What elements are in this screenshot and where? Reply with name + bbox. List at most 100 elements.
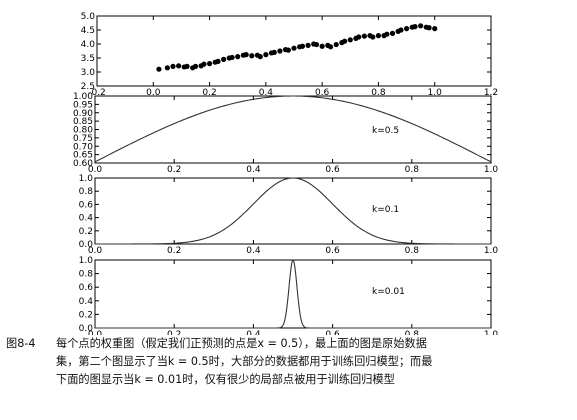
panel-3-ytick-label: 0.2 — [79, 227, 93, 237]
scatter-point — [156, 66, 162, 72]
panel-4-xtick-label: 0.8 — [405, 330, 420, 335]
panel-2-xtick-label: 0.2 — [167, 165, 181, 175]
panel-3-xtick-label: 0.0 — [88, 246, 103, 256]
caption-line-2: 集，第二个图显示了当k = 0.5时，大部分的数据都用于训练回归模型；而最 — [56, 355, 433, 368]
scatter-point — [389, 30, 396, 36]
panel-4-annotation: k=0.01 — [372, 287, 405, 297]
panel-2-annotation: k=0.5 — [372, 126, 399, 136]
scatter-point — [164, 65, 170, 71]
scatter-point — [356, 34, 362, 40]
scatter-point — [384, 31, 390, 37]
scatter-point — [299, 43, 306, 49]
panel-4-ytick-label: 0.2 — [79, 310, 93, 320]
panel-2-ytick-label: 0.95 — [73, 100, 93, 110]
panel-1-ytick-label: 4.0 — [81, 40, 96, 50]
scatter-point — [249, 53, 255, 59]
figure-chart: -0.2 0.0 0.2 0.4 0.6 0.8 1.0 1.2 2.5 3.0 3.5 4.0 4.5… — [73, 12, 499, 335]
scatter-point — [333, 41, 339, 48]
scatter-point — [176, 63, 182, 69]
scatter-point — [305, 42, 311, 49]
scatter-point — [243, 52, 249, 58]
scatter-point — [201, 61, 207, 67]
panel-3-weight-curve — [95, 177, 491, 245]
scatter-point — [221, 56, 227, 63]
panel-1-ytick-label: 3.0 — [81, 68, 96, 78]
panel-4-frame — [94, 259, 492, 329]
scatter-point — [418, 23, 424, 29]
panel-3-ytick-label: 1.0 — [79, 174, 94, 184]
scatter-point — [361, 33, 367, 39]
scatter-point — [285, 47, 291, 53]
panel-3-xtick-label: 0.2 — [167, 246, 181, 256]
scatter-point — [342, 38, 348, 44]
panel-2-xtick-label: 1.0 — [484, 165, 499, 175]
panel-1-xtick-label: 0.0 — [146, 88, 161, 98]
panel-1-ytick-label: 4.5 — [81, 26, 95, 36]
panel-2-frame — [94, 95, 492, 164]
panel-4-xtick-label: 0.4 — [246, 330, 261, 335]
panel-2-xtick-label: 0.6 — [325, 165, 340, 175]
scatter-point — [426, 25, 432, 31]
panel-2-xtick-label: 0.8 — [405, 165, 420, 175]
panel-4-weight-curve — [95, 259, 491, 329]
panel-1-ytick-label: 5.0 — [81, 12, 96, 22]
scatter-point — [319, 43, 325, 49]
panel-2-ytick-label: 0.65 — [73, 151, 93, 161]
panel-1-xtick-label: 0.2 — [202, 88, 216, 98]
scatter-point — [412, 24, 418, 30]
panel-3-ytick-label: 0.8 — [79, 187, 94, 197]
scatter-point — [184, 63, 190, 69]
scatter-point — [347, 37, 353, 43]
panel-1-xtick-label: -0.2 — [88, 88, 106, 98]
panel-2-ytick-label: 1.00 — [73, 92, 93, 102]
panel-3-ytick-label: 0.0 — [79, 240, 94, 250]
panel-4-ytick-label: 0.8 — [79, 270, 94, 280]
panel-2-ytick-label: 0.70 — [73, 142, 93, 152]
panel-4-ytick-label: 0.6 — [79, 283, 94, 293]
panel-4-xtick-label: 0.2 — [167, 330, 181, 335]
scatter-point — [192, 63, 199, 69]
panel-1-ytick-label: 2.5 — [81, 82, 95, 92]
panel-3-frame — [94, 177, 492, 245]
panel-4-ytick-label: 0.0 — [79, 324, 94, 334]
panel-2-weight-curve — [94, 95, 492, 163]
panel-3-xtick-label: 0.8 — [405, 246, 420, 256]
panel-1-xtick-label: 1.2 — [484, 88, 498, 98]
caption-line-3: 下面的图显示当k = 0.01时，仅有很少的局部点被用于训练回归模型 — [56, 373, 395, 386]
scatter-point — [398, 27, 404, 33]
panel-3-xtick-label: 0.6 — [325, 246, 340, 256]
panel-3-xtick-label: 1.0 — [484, 246, 499, 256]
scatter-point — [235, 54, 241, 60]
panel-2-ytick-label: 0.60 — [73, 159, 93, 169]
scatter-point — [170, 63, 176, 69]
scatter-point — [229, 54, 235, 61]
panel-1-xtick-label: 0.6 — [315, 88, 330, 98]
panel-4-xtick-label: 0.6 — [325, 330, 340, 335]
panel-1-xtick-label: 1.0 — [428, 88, 443, 98]
panel-2-ytick-label: 0.85 — [73, 117, 93, 127]
scatter-point — [313, 41, 320, 48]
panel-1-xtick-label: 0.4 — [259, 88, 274, 98]
panel-3-ytick-label: 0.4 — [79, 214, 94, 224]
panel-4-xtick-label: 1.0 — [484, 330, 499, 335]
scatter-point — [432, 26, 438, 32]
scatter-point — [375, 33, 382, 39]
panel-3-annotation: k=0.1 — [372, 205, 399, 215]
panel-4-xtick-label: 0.0 — [88, 330, 103, 335]
panel-2-ytick-label: 0.90 — [73, 109, 93, 119]
scatter-point — [257, 54, 263, 60]
caption-line-1: 每个点的权重图（假定我们正预测的点是x = 0.5），最上面的图是原始数据 — [56, 337, 427, 350]
panel-2-ytick-label: 0.75 — [73, 134, 93, 144]
panel-1-xtick-label: 0.8 — [371, 88, 386, 98]
panel-2-xtick-label: 0.0 — [88, 165, 103, 175]
figure-caption: 图8-4 每个点的权重图（假定我们正预测的点是x = 0.5），最上面的图是原始… — [6, 335, 571, 389]
scatter-point — [263, 52, 269, 58]
panel-4-ytick-label: 1.0 — [79, 256, 94, 266]
scatter-point — [403, 26, 410, 32]
panel-3-ytick-label: 0.6 — [79, 200, 94, 210]
scatter-point — [327, 44, 334, 50]
scatter-point — [271, 49, 277, 56]
caption-figure-number: 图8-4 — [6, 337, 36, 350]
scatter-point — [291, 45, 297, 51]
panel-3-xtick-label: 0.4 — [246, 246, 261, 256]
